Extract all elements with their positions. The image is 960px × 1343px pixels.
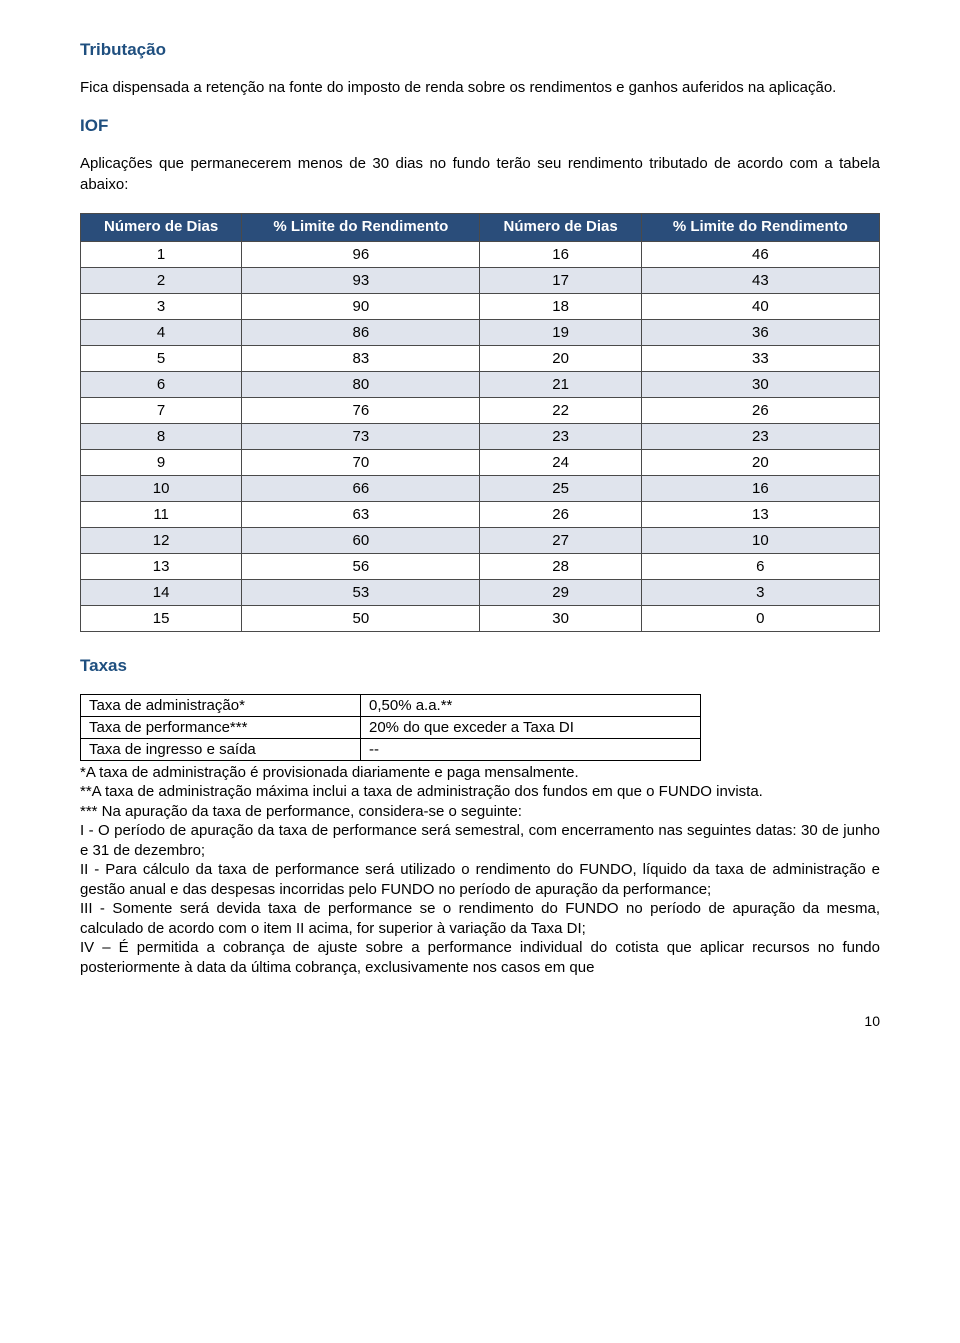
iof-cell: 18 — [480, 293, 641, 319]
notes-paragraph: *A taxa de administração é provisionada … — [80, 763, 880, 978]
iof-cell: 14 — [81, 579, 242, 605]
iof-row: 4861936 — [81, 319, 880, 345]
page-number: 10 — [80, 1013, 880, 1029]
iof-row: 7762226 — [81, 397, 880, 423]
iof-row: 10662516 — [81, 475, 880, 501]
taxas-row: Taxa de ingresso e saída-- — [81, 738, 701, 760]
paragraph-iof-intro: Aplicações que permanecerem menos de 30 … — [80, 154, 880, 195]
iof-row: 1961646 — [81, 241, 880, 267]
iof-cell: 28 — [480, 553, 641, 579]
iof-cell: 17 — [480, 267, 641, 293]
heading-taxas: Taxas — [80, 656, 880, 676]
iof-cell: 10 — [81, 475, 242, 501]
iof-cell: 24 — [480, 449, 641, 475]
iof-cell: 3 — [641, 579, 879, 605]
paragraph-tributacao: Fica dispensada a retenção na fonte do i… — [80, 78, 880, 98]
iof-cell: 5 — [81, 345, 242, 371]
iof-cell: 80 — [242, 371, 480, 397]
iof-cell: 12 — [81, 527, 242, 553]
iof-cell: 19 — [480, 319, 641, 345]
page-content: Tributação Fica dispensada a retenção na… — [0, 0, 960, 1089]
iof-cell: 90 — [242, 293, 480, 319]
iof-cell: 26 — [641, 397, 879, 423]
iof-cell: 96 — [242, 241, 480, 267]
iof-row: 1550300 — [81, 605, 880, 631]
iof-cell: 2 — [81, 267, 242, 293]
taxas-label-cell: Taxa de performance*** — [81, 716, 361, 738]
iof-cell: 27 — [480, 527, 641, 553]
iof-cell: 7 — [81, 397, 242, 423]
iof-cell: 25 — [480, 475, 641, 501]
iof-cell: 46 — [641, 241, 879, 267]
iof-cell: 36 — [641, 319, 879, 345]
iof-row: 8732323 — [81, 423, 880, 449]
iof-cell: 33 — [641, 345, 879, 371]
iof-cell: 76 — [242, 397, 480, 423]
iof-header-cell: % Limite do Rendimento — [641, 213, 879, 241]
iof-cell: 20 — [641, 449, 879, 475]
iof-cell: 40 — [641, 293, 879, 319]
iof-cell: 30 — [480, 605, 641, 631]
taxas-table: Taxa de administração*0,50% a.a.**Taxa d… — [80, 694, 701, 761]
iof-cell: 4 — [81, 319, 242, 345]
iof-cell: 29 — [480, 579, 641, 605]
iof-cell: 13 — [641, 501, 879, 527]
taxas-value-cell: -- — [361, 738, 701, 760]
iof-cell: 10 — [641, 527, 879, 553]
iof-row: 2931743 — [81, 267, 880, 293]
iof-cell: 86 — [242, 319, 480, 345]
iof-cell: 9 — [81, 449, 242, 475]
iof-cell: 43 — [641, 267, 879, 293]
iof-cell: 3 — [81, 293, 242, 319]
iof-row: 1356286 — [81, 553, 880, 579]
heading-tributacao: Tributação — [80, 40, 880, 60]
iof-cell: 60 — [242, 527, 480, 553]
iof-cell: 23 — [641, 423, 879, 449]
iof-header-cell: % Limite do Rendimento — [242, 213, 480, 241]
iof-cell: 53 — [242, 579, 480, 605]
iof-cell: 6 — [81, 371, 242, 397]
iof-cell: 93 — [242, 267, 480, 293]
heading-iof: IOF — [80, 116, 880, 136]
iof-cell: 23 — [480, 423, 641, 449]
iof-cell: 83 — [242, 345, 480, 371]
iof-row: 12602710 — [81, 527, 880, 553]
iof-row: 6802130 — [81, 371, 880, 397]
taxas-row: Taxa de administração*0,50% a.a.** — [81, 694, 701, 716]
iof-cell: 13 — [81, 553, 242, 579]
iof-cell: 73 — [242, 423, 480, 449]
iof-cell: 26 — [480, 501, 641, 527]
iof-cell: 15 — [81, 605, 242, 631]
iof-cell: 21 — [480, 371, 641, 397]
iof-row: 5832033 — [81, 345, 880, 371]
iof-cell: 30 — [641, 371, 879, 397]
iof-header-row: Número de Dias % Limite do Rendimento Nú… — [81, 213, 880, 241]
iof-cell: 70 — [242, 449, 480, 475]
taxas-value-cell: 0,50% a.a.** — [361, 694, 701, 716]
taxas-row: Taxa de performance***20% do que exceder… — [81, 716, 701, 738]
iof-cell: 66 — [242, 475, 480, 501]
iof-table: Número de Dias % Limite do Rendimento Nú… — [80, 213, 880, 632]
iof-cell: 16 — [480, 241, 641, 267]
iof-row: 3901840 — [81, 293, 880, 319]
iof-row: 9702420 — [81, 449, 880, 475]
iof-cell: 6 — [641, 553, 879, 579]
taxas-label-cell: Taxa de ingresso e saída — [81, 738, 361, 760]
taxas-value-cell: 20% do que exceder a Taxa DI — [361, 716, 701, 738]
iof-row: 1453293 — [81, 579, 880, 605]
iof-cell: 56 — [242, 553, 480, 579]
iof-row: 11632613 — [81, 501, 880, 527]
iof-header-cell: Número de Dias — [480, 213, 641, 241]
iof-cell: 22 — [480, 397, 641, 423]
taxas-label-cell: Taxa de administração* — [81, 694, 361, 716]
iof-cell: 0 — [641, 605, 879, 631]
iof-cell: 20 — [480, 345, 641, 371]
iof-cell: 50 — [242, 605, 480, 631]
iof-cell: 11 — [81, 501, 242, 527]
iof-cell: 8 — [81, 423, 242, 449]
iof-header-cell: Número de Dias — [81, 213, 242, 241]
iof-cell: 63 — [242, 501, 480, 527]
iof-cell: 16 — [641, 475, 879, 501]
iof-cell: 1 — [81, 241, 242, 267]
